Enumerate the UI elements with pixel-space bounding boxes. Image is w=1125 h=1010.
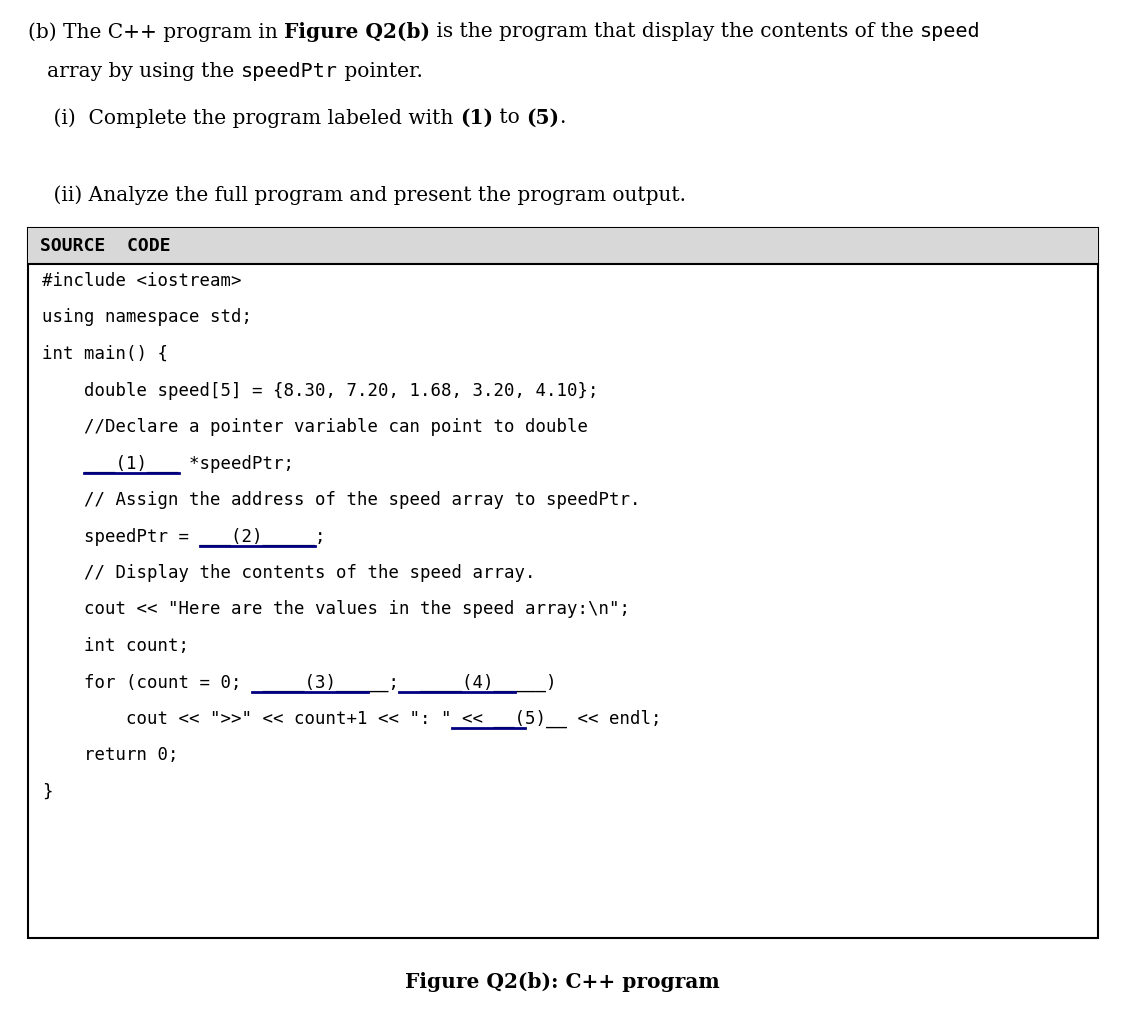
Text: cout << ">>" << count+1 << ": " << __(5)__ << endl;: cout << ">>" << count+1 << ": " << __(5)…	[42, 710, 661, 728]
Text: int count;: int count;	[42, 637, 189, 655]
Text: double speed[5] = {8.30, 7.20, 1.68, 3.20, 4.10};: double speed[5] = {8.30, 7.20, 1.68, 3.2…	[42, 382, 599, 400]
Bar	[28, 228, 1098, 264]
Text: is the program that display the contents of the: is the program that display the contents…	[430, 22, 920, 41]
Text: cout << "Here are the values in the speed array:\n";: cout << "Here are the values in the spee…	[42, 601, 630, 618]
Text: .: .	[559, 108, 565, 127]
Text: (5): (5)	[525, 108, 559, 128]
Text: return 0;: return 0;	[42, 746, 179, 765]
Text: Figure Q2(b): Figure Q2(b)	[285, 22, 430, 42]
Text: Figure Q2(b): C++ program: Figure Q2(b): C++ program	[405, 972, 720, 992]
Text: pointer.: pointer.	[338, 62, 423, 81]
Text: using namespace std;: using namespace std;	[42, 308, 252, 326]
Text: SOURCE  CODE: SOURCE CODE	[40, 237, 171, 255]
Text: array by using the: array by using the	[28, 62, 241, 81]
Text: #include <iostream>: #include <iostream>	[42, 272, 242, 290]
Text: int main() {: int main() {	[42, 345, 168, 363]
Text: // Display the contents of the speed array.: // Display the contents of the speed arr…	[42, 564, 536, 582]
Text: (1): (1)	[460, 108, 493, 128]
Text: (b) The C++ program in: (b) The C++ program in	[28, 22, 285, 41]
Text: // Assign the address of the speed array to speedPtr.: // Assign the address of the speed array…	[42, 491, 640, 509]
Text: to: to	[493, 108, 525, 127]
Text: (i)  Complete the program labeled with: (i) Complete the program labeled with	[28, 108, 460, 127]
Text: ___(1)___ *speedPtr;: ___(1)___ *speedPtr;	[42, 454, 294, 473]
Text: //Declare a pointer variable can point to double: //Declare a pointer variable can point t…	[42, 418, 588, 436]
Text: for (count = 0;  ____(3)_____;  ____(4)_____): for (count = 0; ____(3)_____; ____(4)___…	[42, 674, 557, 692]
Text: speedPtr: speedPtr	[241, 62, 338, 81]
Bar	[28, 228, 1098, 938]
Text: }: }	[42, 783, 53, 801]
Text: speed: speed	[920, 22, 981, 41]
Text: speedPtr = ___(2)_____;: speedPtr = ___(2)_____;	[42, 527, 325, 545]
Text: (ii) Analyze the full program and present the program output.: (ii) Analyze the full program and presen…	[28, 185, 686, 205]
